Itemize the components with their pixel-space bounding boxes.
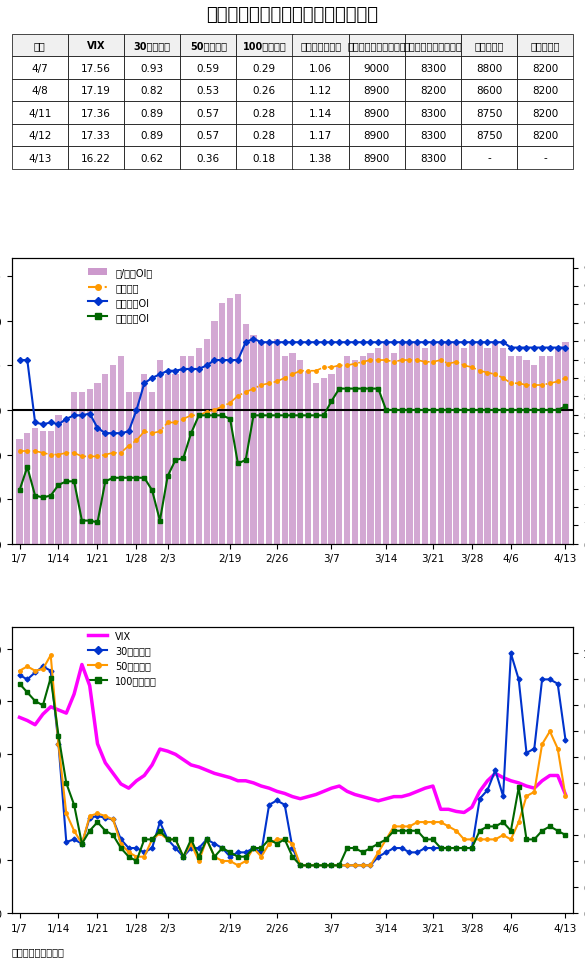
Legend: VIX, 30日百分位, 50日百分位, 100日百分位: VIX, 30日百分位, 50日百分位, 100日百分位 — [84, 627, 161, 689]
Bar — [469, 343, 475, 589]
Bar — [555, 348, 561, 589]
Bar — [414, 343, 421, 589]
Bar — [539, 357, 545, 589]
Bar — [258, 343, 264, 589]
Bar — [250, 335, 257, 589]
Bar — [188, 357, 194, 589]
Bar — [133, 393, 140, 589]
Bar — [367, 354, 374, 589]
Bar — [352, 360, 358, 589]
Bar — [211, 322, 218, 589]
Bar — [344, 357, 350, 589]
Bar — [196, 348, 202, 589]
Bar — [126, 393, 132, 589]
Text: 統一期貨研究科製作: 統一期貨研究科製作 — [12, 947, 64, 956]
Bar — [407, 343, 412, 589]
Bar — [180, 357, 187, 589]
Bar — [227, 298, 233, 589]
Bar — [40, 431, 46, 589]
Bar — [94, 383, 101, 589]
Bar — [56, 416, 61, 589]
Bar — [32, 429, 38, 589]
Bar — [24, 433, 30, 589]
Bar — [290, 354, 295, 589]
Bar — [16, 439, 23, 589]
Bar — [375, 348, 381, 589]
Bar — [87, 389, 93, 589]
Bar — [430, 343, 436, 589]
Bar — [243, 325, 249, 589]
Bar — [492, 343, 498, 589]
Bar — [360, 357, 366, 589]
Bar — [562, 343, 569, 589]
Bar — [531, 366, 538, 589]
Bar — [445, 343, 452, 589]
Bar — [383, 343, 389, 589]
Bar — [118, 357, 124, 589]
Bar — [391, 354, 397, 589]
Bar — [336, 366, 342, 589]
Bar — [164, 375, 171, 589]
Bar — [235, 295, 241, 589]
Bar — [71, 393, 77, 589]
Bar — [453, 343, 459, 589]
Bar — [266, 343, 272, 589]
Bar — [149, 393, 155, 589]
Bar — [173, 375, 178, 589]
Bar — [484, 348, 491, 589]
Bar — [477, 343, 483, 589]
Bar — [313, 383, 319, 589]
Bar — [398, 343, 405, 589]
Bar — [305, 371, 311, 589]
Bar — [141, 375, 147, 589]
Bar — [274, 339, 280, 589]
Bar — [47, 431, 54, 589]
Bar — [297, 360, 304, 589]
Bar — [422, 348, 428, 589]
Bar — [508, 357, 514, 589]
Bar — [102, 375, 108, 589]
Bar — [219, 304, 225, 589]
Bar — [524, 360, 529, 589]
Bar — [500, 348, 506, 589]
Bar — [438, 343, 444, 589]
Bar — [515, 357, 522, 589]
Bar — [281, 357, 288, 589]
Bar — [110, 366, 116, 589]
Bar — [547, 357, 553, 589]
Bar — [321, 379, 327, 589]
Bar — [328, 375, 335, 589]
Bar — [461, 348, 467, 589]
Legend: 賣/買權OI比, 加權指數, 買權最大OI, 賣權最大OI: 賣/買權OI比, 加權指數, 買權最大OI, 賣權最大OI — [84, 264, 156, 326]
Title: 選擇權波動率指數與賣買權未平倉比: 選擇權波動率指數與賣買權未平倉比 — [207, 7, 378, 24]
Bar — [63, 419, 70, 589]
Bar — [157, 360, 163, 589]
Bar — [204, 339, 210, 589]
Bar — [79, 393, 85, 589]
